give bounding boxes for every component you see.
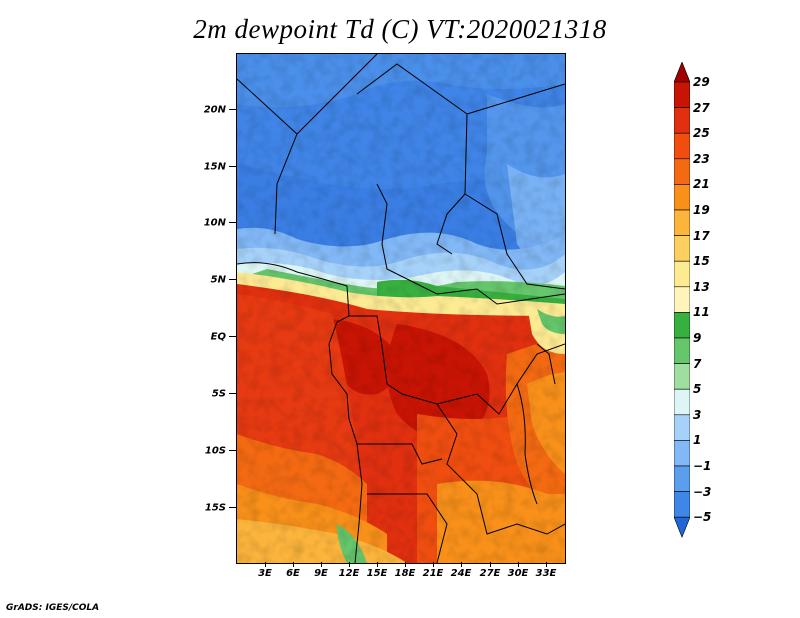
x-tick — [265, 562, 266, 567]
y-axis-label: 15S — [204, 502, 226, 514]
y-axis: 20N 15N 10N 5N EQ 5S 10S 15S — [180, 0, 226, 618]
colorbar-swatch — [674, 260, 690, 288]
colorbar-label: 9 — [693, 331, 702, 345]
colorbar-label: 5 — [693, 382, 702, 397]
colorbar-label: 17 — [693, 228, 710, 243]
colorbar-swatch — [674, 388, 690, 416]
colorbar-label: 19 — [693, 203, 710, 217]
country-borders — [237, 54, 565, 563]
y-axis-label: 15N — [203, 161, 226, 173]
x-axis-label: 15E — [366, 568, 388, 579]
colorbar — [674, 62, 690, 539]
x-tick — [321, 562, 322, 567]
x-axis-label: 6E — [286, 568, 300, 579]
colorbar-swatch — [674, 62, 690, 83]
y-axis-label: 5N — [210, 274, 226, 286]
colorbar-swatch — [674, 337, 690, 364]
y-axis-label: 10S — [204, 445, 226, 457]
colorbar-swatch — [674, 107, 690, 134]
x-axis-label: 9E — [314, 568, 328, 579]
colorbar-swatch — [674, 440, 690, 467]
colorbar-label: 3 — [693, 407, 702, 422]
colorbar-swatch — [674, 312, 690, 339]
x-axis-label: 27E — [479, 568, 501, 579]
x-axis-label: 24E — [450, 568, 472, 579]
x-tick — [490, 562, 491, 567]
y-tick — [229, 450, 236, 451]
x-tick — [461, 562, 462, 567]
colorbar-label: 25 — [693, 126, 710, 141]
colorbar-label: −1 — [693, 459, 712, 473]
x-axis-label: 21E — [422, 568, 444, 579]
dewpoint-map — [236, 53, 566, 564]
colorbar-swatch — [674, 286, 690, 313]
colorbar-swatch — [674, 209, 690, 236]
colorbar-swatch — [674, 414, 690, 441]
colorbar-swatch — [674, 363, 690, 390]
map-title: 2m dewpoint Td (C) VT:2020021318 — [193, 14, 607, 44]
x-axis-label: 3E — [258, 568, 272, 579]
x-tick — [518, 562, 519, 567]
x-axis-label: 12E — [338, 568, 360, 579]
footer-credit: GrADS: IGES/COLA — [6, 603, 100, 613]
colorbar-label: −3 — [693, 484, 712, 499]
y-tick — [229, 393, 236, 394]
y-tick — [229, 222, 236, 223]
dewpoint-field — [237, 54, 565, 563]
x-axis-label: 18E — [394, 568, 416, 579]
y-tick — [229, 166, 236, 167]
y-axis-label: EQ — [210, 331, 226, 343]
colorbar-label: 21 — [693, 177, 710, 192]
y-axis-label: 5S — [211, 388, 226, 400]
x-tick — [433, 562, 434, 567]
x-tick — [405, 562, 406, 567]
y-tick — [229, 109, 236, 110]
x-tick — [377, 562, 378, 567]
y-axis-label: 10N — [203, 217, 226, 229]
x-tick — [293, 562, 294, 567]
colorbar-swatch — [674, 132, 690, 160]
colorbar-label: 23 — [693, 151, 710, 166]
colorbar-label: 15 — [693, 254, 710, 269]
colorbar-swatch — [674, 235, 690, 262]
x-tick — [546, 562, 547, 567]
colorbar-swatch — [674, 491, 690, 518]
colorbar-label: 11 — [693, 305, 710, 320]
x-axis-label: 33E — [535, 568, 557, 579]
colorbar-swatch — [674, 81, 690, 108]
colorbar-label: 7 — [693, 356, 702, 371]
colorbar-swatch — [674, 158, 690, 185]
x-axis-label: 30E — [507, 568, 529, 579]
x-tick — [349, 562, 350, 567]
y-tick — [229, 279, 236, 280]
x-axis: 3E 6E 9E 12E 15E 18E 21E 24E 27E 30E 33E — [0, 568, 800, 582]
y-tick — [229, 507, 236, 508]
y-tick — [229, 336, 236, 337]
colorbar-swatch — [674, 465, 690, 492]
colorbar-label: 1 — [693, 433, 702, 448]
y-axis-label: 20N — [203, 104, 226, 116]
colorbar-swatch — [674, 184, 690, 211]
colorbar-swatch — [674, 516, 690, 539]
colorbar-label: −5 — [693, 510, 712, 525]
colorbar-label: 27 — [693, 100, 710, 115]
colorbar-label: 29 — [693, 75, 710, 89]
colorbar-label: 13 — [693, 279, 710, 294]
